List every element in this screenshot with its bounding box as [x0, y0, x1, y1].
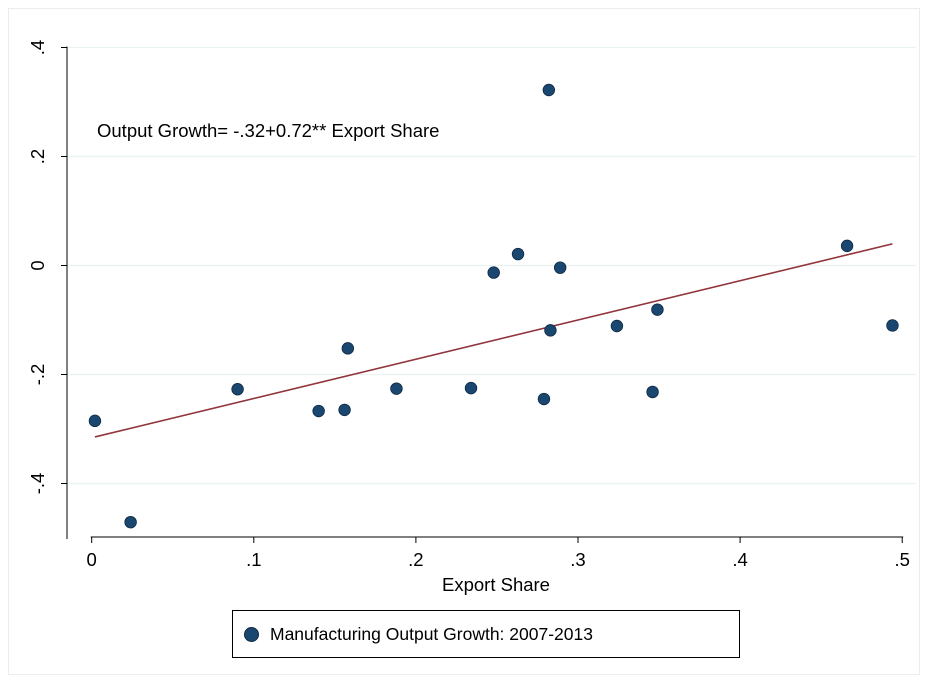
data-point — [124, 515, 137, 529]
data-point — [487, 266, 500, 279]
x-tick-label: 0 — [87, 549, 97, 570]
x-tick-label: .4 — [732, 549, 747, 570]
legend: Manufacturing Output Growth: 2007-2013 — [232, 610, 740, 658]
data-point — [553, 261, 567, 274]
data-point — [231, 383, 244, 396]
data-point — [646, 385, 659, 399]
data-point — [537, 392, 551, 406]
data-point — [464, 381, 478, 395]
regression-annotation: Output Growth= -.32+0.72** Export Share — [97, 120, 439, 141]
data-point — [542, 83, 556, 97]
legend-label: Manufacturing Output Growth: 2007-2013 — [270, 623, 593, 644]
data-point — [840, 239, 854, 253]
x-axis-label: Export Share — [442, 574, 550, 595]
grid-lines — [67, 46, 916, 485]
fit-line-layer — [94, 243, 893, 438]
y-tick-label: .4 — [27, 40, 48, 55]
data-point — [312, 404, 325, 418]
y-tick-label: 0 — [27, 260, 48, 270]
axes: -.4 -.2 0 .2 .4 0 .1 .2 .3 .4 .5 — [27, 40, 910, 570]
data-point — [390, 382, 403, 395]
data-point — [88, 414, 102, 428]
chart-frame — [8, 8, 920, 675]
data-point — [886, 319, 899, 332]
x-tick-label: .3 — [570, 549, 585, 570]
x-tick-label: .1 — [246, 549, 261, 570]
data-point — [338, 403, 351, 417]
x-tick-label: .5 — [894, 549, 909, 570]
x-tick-label: .2 — [408, 549, 423, 570]
fitted-line — [94, 243, 893, 438]
data-point — [511, 247, 525, 261]
y-tick-label: -.4 — [27, 473, 48, 495]
y-tick-label: .2 — [27, 149, 48, 164]
data-point — [341, 342, 355, 355]
legend-marker — [244, 626, 259, 642]
data-point — [544, 324, 557, 337]
y-tick-label: -.2 — [27, 364, 48, 386]
data-points — [88, 83, 899, 529]
data-point — [651, 303, 664, 316]
data-point — [610, 319, 624, 333]
